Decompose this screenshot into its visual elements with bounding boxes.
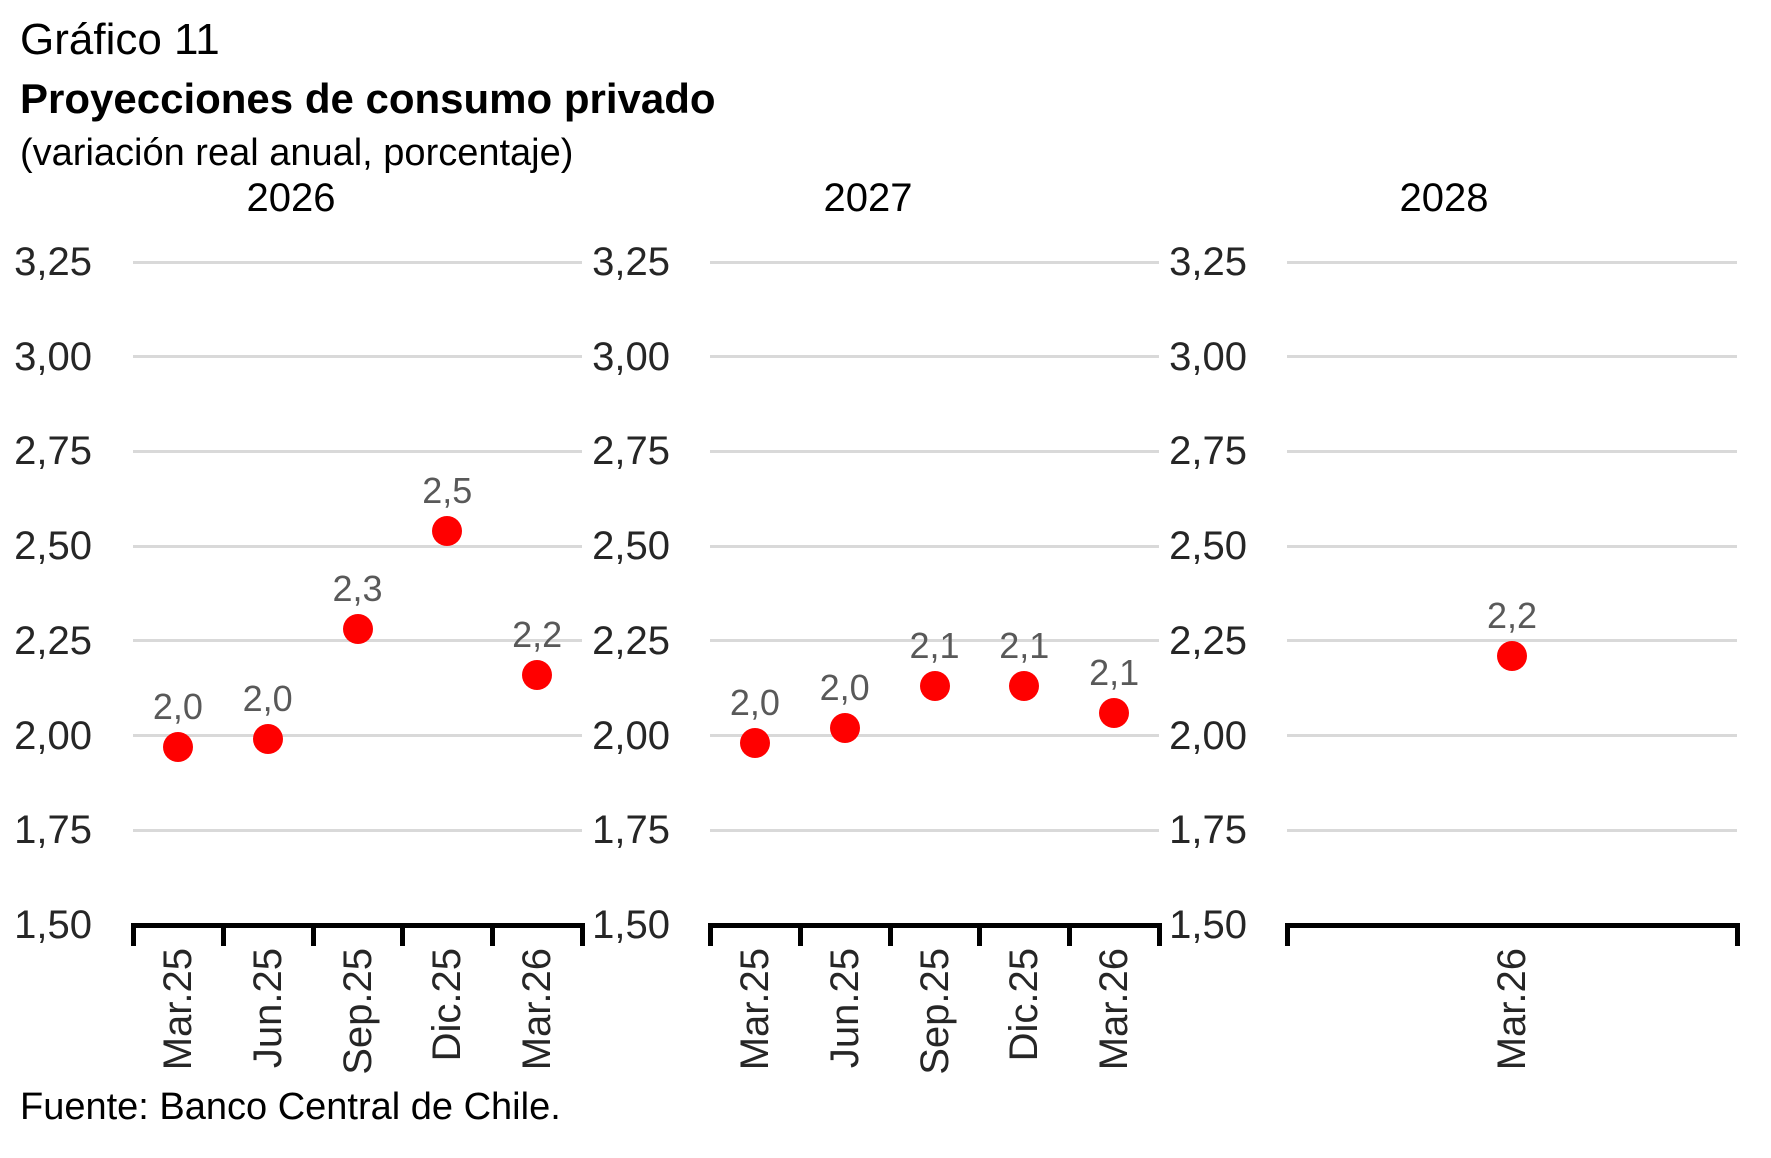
x-axis-tick: [1285, 923, 1290, 946]
x-tick-label: Mar.25: [732, 948, 777, 1071]
data-point-label: 2,1: [1089, 651, 1140, 693]
x-tick-label: Mar.26: [1092, 948, 1137, 1071]
y-tick-label: 1,50: [592, 903, 670, 947]
gridline: [710, 544, 1159, 548]
gridline: [1287, 639, 1737, 643]
data-point-label: 2,0: [819, 666, 870, 708]
data-point: [162, 731, 193, 762]
x-axis-tick: [797, 923, 803, 946]
data-point-label: 2,0: [729, 682, 780, 724]
y-tick-label: 1,50: [14, 903, 92, 947]
gridline: [133, 449, 582, 453]
data-point-label: 2,1: [909, 625, 960, 667]
x-axis-tick: [131, 923, 136, 946]
gridline: [710, 734, 1159, 738]
gridline: [710, 449, 1159, 453]
y-tick-label: 3,00: [1169, 334, 1247, 379]
data-point: [432, 515, 463, 546]
chart-title: Proyecciones de consumo privado: [20, 75, 716, 122]
y-tick-label: 2,25: [1169, 618, 1247, 663]
y-tick-label: 3,00: [592, 334, 670, 379]
data-point-label: 2,5: [422, 469, 473, 511]
x-axis-tick: [1157, 923, 1162, 946]
x-axis-tick: [1735, 923, 1740, 946]
y-tick-label: 2,75: [14, 429, 92, 474]
data-point: [342, 614, 373, 645]
data-point-label: 2,1: [999, 625, 1050, 667]
gridline: [1287, 449, 1737, 453]
data-point-label: 2,0: [242, 678, 293, 720]
y-tick-label: 2,75: [1169, 429, 1247, 474]
gridline: [1287, 544, 1737, 548]
x-axis-tick: [887, 923, 893, 946]
data-point: [739, 728, 770, 759]
y-tick-label: 1,50: [1169, 903, 1247, 947]
y-tick-label: 2,00: [1169, 713, 1247, 758]
data-point-label: 2,3: [332, 568, 383, 610]
x-axis-tick: [490, 923, 496, 946]
x-axis-tick: [310, 923, 316, 946]
y-tick-label: 3,25: [592, 240, 670, 284]
gridline: [133, 355, 582, 359]
y-tick-label: 3,25: [1169, 240, 1247, 284]
gridline: [133, 260, 582, 264]
x-tick-label: Sep.25: [912, 948, 957, 1075]
x-axis-tick: [400, 923, 406, 946]
gridline: [1287, 734, 1737, 738]
y-tick-label: 1,75: [1169, 808, 1247, 853]
x-tick-label: Mar.26: [1490, 948, 1534, 1071]
source-note: Fuente: Banco Central de Chile.: [20, 1086, 561, 1128]
x-axis-line: [1285, 923, 1739, 928]
x-axis-line: [131, 923, 584, 928]
y-tick-label: 2,50: [1169, 524, 1247, 569]
y-tick-label: 3,00: [14, 334, 92, 379]
x-axis-tick: [1067, 923, 1073, 946]
gridline: [1287, 355, 1737, 359]
x-axis-tick: [220, 923, 226, 946]
gridline: [1287, 260, 1737, 264]
x-axis-line: [708, 923, 1161, 928]
chart-unit-note: (variación real anual, porcentaje): [20, 132, 574, 174]
chart-number: Gráfico 11: [20, 15, 220, 64]
gridline: [133, 544, 582, 548]
panel-title-2026: 2026: [246, 176, 336, 220]
gridline: [710, 828, 1159, 832]
y-tick-label: 1,75: [592, 808, 670, 853]
data-point: [829, 712, 860, 743]
data-point: [919, 671, 950, 702]
y-tick-label: 2,25: [14, 618, 92, 663]
gridline: [710, 355, 1159, 359]
data-point: [1497, 641, 1527, 671]
gridline: [710, 260, 1159, 264]
gridline: [710, 639, 1159, 643]
x-axis-tick: [708, 923, 713, 946]
y-tick-label: 1,75: [14, 808, 92, 853]
gridline: [133, 734, 582, 738]
data-point: [522, 659, 553, 690]
x-axis-tick: [977, 923, 983, 946]
y-tick-label: 2,00: [14, 713, 92, 758]
data-point-label: 2,2: [1486, 595, 1538, 636]
x-axis-tick: [580, 923, 585, 946]
y-tick-label: 2,25: [592, 618, 670, 663]
data-point-label: 2,2: [512, 613, 563, 655]
gridline: [133, 828, 582, 832]
panel-title-2028: 2028: [1399, 176, 1489, 220]
data-point: [1009, 671, 1040, 702]
panel-title-2027: 2027: [823, 176, 913, 220]
data-point: [252, 724, 283, 755]
y-tick-label: 2,50: [592, 524, 670, 569]
y-tick-label: 2,75: [592, 429, 670, 474]
y-tick-label: 2,50: [14, 524, 92, 569]
y-tick-label: 2,00: [592, 713, 670, 758]
y-tick-label: 3,25: [14, 240, 92, 284]
data-point-label: 2,0: [152, 685, 203, 727]
gridline: [1287, 828, 1737, 832]
data-point: [1099, 697, 1130, 728]
x-tick-label: Dic.25: [1002, 948, 1047, 1062]
x-tick-label: Jun.25: [822, 948, 867, 1069]
